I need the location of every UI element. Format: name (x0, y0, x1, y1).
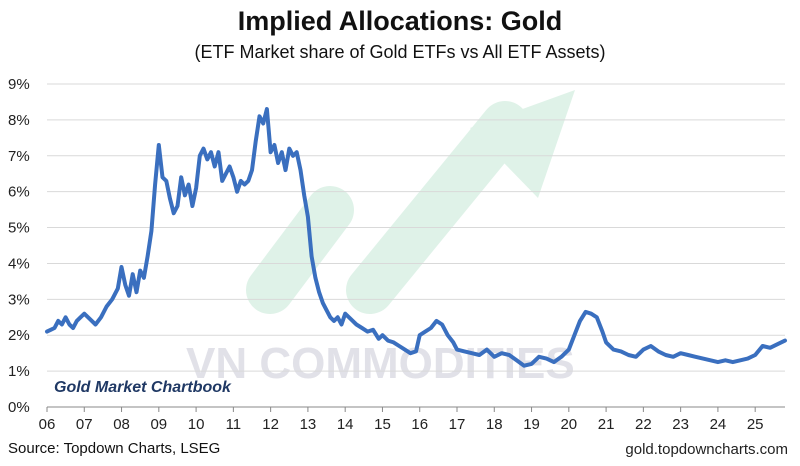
x-tick-label: 18 (486, 416, 503, 433)
watermark-bar-small (246, 186, 354, 314)
y-tick-label: 0% (8, 399, 30, 416)
x-tick-label: 09 (150, 416, 167, 433)
y-tick-label: 5% (8, 220, 30, 237)
x-tick-label: 12 (262, 416, 279, 433)
x-tick-label: 25 (747, 416, 764, 433)
y-tick-label: 4% (8, 255, 30, 272)
watermark-arrowhead (470, 90, 575, 198)
x-axis-ticks: 06 07 08 09 10 11 12 13 14 15 16 17 18 19 20 21 22 23 24 25 (39, 407, 764, 433)
x-tick-label: 07 (76, 416, 93, 433)
x-tick-label: 06 (39, 416, 56, 433)
x-tick-label: 10 (188, 416, 205, 433)
y-tick-label: 1% (8, 363, 30, 380)
x-tick-label: 23 (672, 416, 689, 433)
x-tick-label: 13 (300, 416, 317, 433)
x-tick-label: 11 (226, 416, 242, 433)
x-tick-label: 17 (449, 416, 466, 433)
y-tick-label: 8% (8, 112, 30, 129)
series-line-gold-etf-share (45, 107, 787, 368)
x-tick-label: 24 (710, 416, 727, 433)
chart-title: Implied Allocations: Gold (237, 6, 563, 36)
x-tick-label: 08 (113, 416, 130, 433)
watermark-arrow-graphic (246, 90, 575, 314)
x-tick-label: 22 (635, 416, 652, 433)
website-link[interactable]: gold.topdowncharts.com (625, 441, 788, 458)
x-tick-label: 14 (337, 416, 354, 433)
y-tick-label: 7% (8, 148, 30, 165)
y-tick-label: 9% (8, 76, 30, 93)
x-tick-label: 19 (523, 416, 540, 433)
x-tick-label: 16 (411, 416, 428, 433)
watermark-text: VN COMMODITIES (186, 339, 575, 388)
chartbook-annotation: Gold Market Chartbook (54, 379, 232, 396)
source-note: Source: Topdown Charts, LSEG (8, 440, 221, 457)
x-tick-label: 20 (560, 416, 577, 433)
watermark-bar-large (346, 101, 529, 314)
y-tick-label: 6% (8, 184, 30, 201)
y-tick-label: 3% (8, 291, 30, 308)
x-tick-label: 21 (598, 416, 615, 433)
y-axis-ticks: 0% 1% 2% 3% 4% 5% 6% 7% 8% 9% (8, 76, 30, 416)
x-tick-label: 15 (374, 416, 391, 433)
chart-subtitle: (ETF Market share of Gold ETFs vs All ET… (194, 42, 606, 62)
series-group (45, 107, 787, 368)
y-gridlines (47, 83, 785, 372)
y-tick-label: 2% (8, 327, 30, 344)
